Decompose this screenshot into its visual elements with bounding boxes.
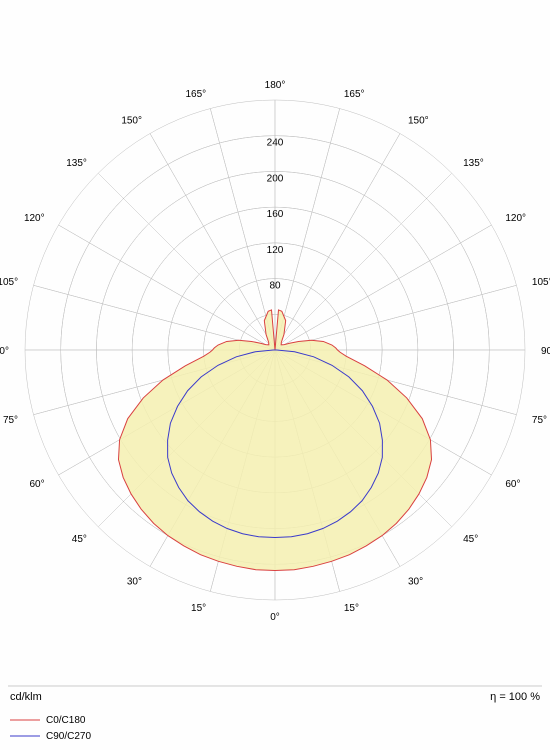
angle-label: 90°: [0, 346, 9, 357]
angle-label: 120°: [24, 213, 45, 224]
angle-label: 30°: [408, 576, 423, 587]
series-group: [118, 310, 431, 571]
angle-label: 135°: [66, 158, 87, 169]
angle-label: 150°: [408, 116, 429, 127]
legend-label: C0/C180: [46, 715, 86, 726]
polar-chart-svg: 801201602002400°15°15°30°30°45°45°60°60°…: [0, 0, 550, 750]
angle-label: 60°: [505, 479, 520, 490]
angle-label: 105°: [532, 277, 550, 288]
angle-label: 165°: [344, 89, 365, 100]
angle-label: 180°: [265, 80, 286, 91]
angle-label: 75°: [3, 415, 18, 426]
angle-label: 150°: [121, 116, 142, 127]
footer-left-label: cd/klm: [10, 691, 42, 703]
angle-label: 0°: [270, 612, 280, 623]
angle-label: 45°: [463, 534, 478, 545]
angle-label: 105°: [0, 277, 18, 288]
angle-label: 120°: [505, 213, 526, 224]
angle-label: 90°: [541, 346, 550, 357]
angle-label: 45°: [72, 534, 87, 545]
polar-chart-container: 801201602002400°15°15°30°30°45°45°60°60°…: [0, 0, 550, 750]
angle-label: 30°: [127, 576, 142, 587]
angle-label: 135°: [463, 158, 484, 169]
legend-label: C90/C270: [46, 731, 91, 742]
angle-label: 75°: [532, 415, 547, 426]
angle-label: 60°: [30, 479, 45, 490]
footer-right-label: η = 100 %: [490, 691, 540, 703]
angle-label: 15°: [191, 603, 206, 614]
angle-label: 165°: [185, 89, 206, 100]
angle-label: 15°: [344, 603, 359, 614]
